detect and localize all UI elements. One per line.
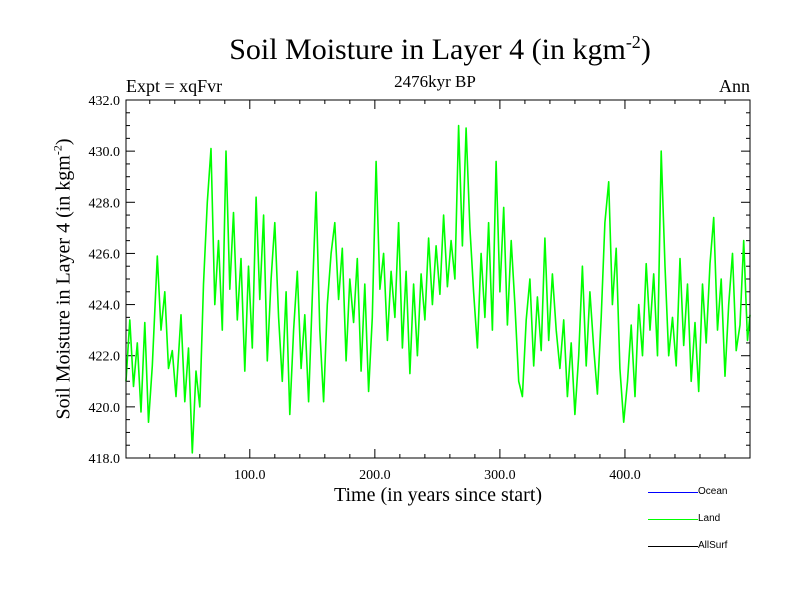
y-tick-label: 426.0 xyxy=(89,247,121,262)
y-tick-label: 424.0 xyxy=(89,299,121,314)
x-tick-label: 200.0 xyxy=(359,468,391,483)
legend-swatch-ocean xyxy=(648,492,698,493)
tick-labels: 418.0 420.0 422.0 424.0 426.0 428.0 430.0 432.0… xyxy=(89,94,641,483)
legend-label-allsurf: AllSurf xyxy=(698,540,728,551)
y-axis-label: Soil Moisture in Layer 4 (in kgm-2) xyxy=(50,138,75,420)
y-tick-label: 420.0 xyxy=(89,401,121,416)
y-tick-label: 432.0 xyxy=(89,94,121,109)
legend-label-ocean: Ocean xyxy=(698,486,728,497)
period-label: Ann xyxy=(719,76,750,96)
legend-swatch-land xyxy=(648,519,698,520)
series-layer xyxy=(125,124,751,454)
plot-frame xyxy=(125,99,751,459)
y-tick-label: 422.0 xyxy=(89,350,121,365)
x-axis-label: Time (in years since start) xyxy=(333,484,543,506)
x-tick-label: 400.0 xyxy=(609,468,641,483)
y-tick-label: 418.0 xyxy=(89,452,121,467)
chart-subtitle: 2476kyr BP xyxy=(394,72,476,91)
y-tick-label: 430.0 xyxy=(89,145,121,160)
y-tick-label: 428.0 xyxy=(89,196,121,211)
x-tick-label: 300.0 xyxy=(484,468,516,483)
axis-ticks xyxy=(126,99,751,459)
experiment-label: Expt = xqFvr xyxy=(126,76,223,96)
legend-label-land: Land xyxy=(698,513,721,524)
legend-swatch-allsurf xyxy=(648,546,698,547)
series-line-land xyxy=(125,124,751,454)
chart-title: Soil Moisture in Layer 4 (in kgm-2) xyxy=(229,32,651,66)
x-tick-label: 100.0 xyxy=(234,468,266,483)
